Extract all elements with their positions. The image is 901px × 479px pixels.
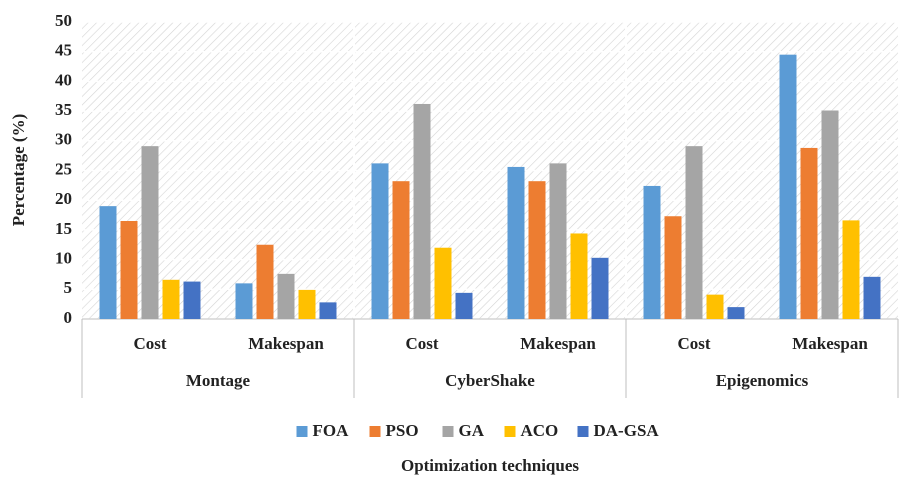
bar — [591, 257, 609, 319]
x-tick-label: Makespan — [248, 334, 324, 353]
y-tick-label: 20 — [55, 189, 72, 208]
y-tick-label: 50 — [55, 11, 72, 30]
x-tick-label: Cost — [677, 334, 710, 353]
legend-swatch — [442, 426, 454, 437]
legend-label: PSO — [386, 421, 419, 440]
bar — [319, 302, 337, 319]
bar — [141, 146, 159, 319]
bar — [371, 163, 389, 319]
bar — [863, 276, 881, 319]
legend-label: GA — [459, 421, 485, 440]
group-label: Montage — [186, 371, 251, 390]
y-tick-label: 30 — [55, 130, 72, 149]
bar — [643, 185, 661, 319]
y-tick-label: 10 — [55, 249, 72, 268]
group-label: CyberShake — [445, 371, 535, 390]
bar — [727, 307, 745, 319]
y-tick-label: 5 — [64, 278, 73, 297]
bar — [162, 279, 180, 319]
bar — [434, 247, 452, 319]
legend-swatch — [577, 426, 589, 437]
legend-label: DA-GSA — [594, 421, 660, 440]
bar — [392, 181, 410, 319]
bar — [455, 292, 473, 319]
bar — [413, 103, 431, 319]
x-tick-label: Cost — [405, 334, 438, 353]
y-tick-label: 45 — [55, 41, 72, 60]
x-axis-title: Optimization techniques — [401, 456, 579, 475]
bar — [277, 273, 295, 319]
bar — [99, 206, 117, 319]
bar — [298, 289, 316, 319]
legend-swatch — [369, 426, 381, 437]
x-tick-label: Cost — [133, 334, 166, 353]
group-label: Epigenomics — [716, 371, 809, 390]
y-tick-label: 15 — [55, 219, 72, 238]
bar — [120, 220, 138, 319]
bar — [779, 54, 797, 320]
bar — [183, 281, 201, 319]
x-tick-label: Makespan — [520, 334, 596, 353]
bar — [256, 244, 274, 319]
bar — [685, 146, 703, 319]
bar — [549, 163, 567, 319]
bar — [507, 166, 525, 319]
y-axis-title: Percentage (%) — [9, 114, 28, 227]
bar — [821, 110, 839, 319]
y-tick-label: 35 — [55, 100, 72, 119]
x-tick-label: Makespan — [792, 334, 868, 353]
y-tick-label: 0 — [64, 308, 73, 327]
bar — [800, 147, 818, 319]
y-tick-label: 40 — [55, 70, 72, 89]
legend-label: FOA — [313, 421, 350, 440]
legend-swatch — [296, 426, 308, 437]
bar — [706, 294, 724, 319]
bar — [235, 283, 253, 319]
y-tick-label: 25 — [55, 159, 72, 178]
bar — [664, 216, 682, 319]
bar — [528, 181, 546, 319]
bar — [570, 233, 588, 319]
legend-swatch — [504, 426, 516, 437]
bar — [842, 220, 860, 319]
legend-label: ACO — [521, 421, 559, 440]
